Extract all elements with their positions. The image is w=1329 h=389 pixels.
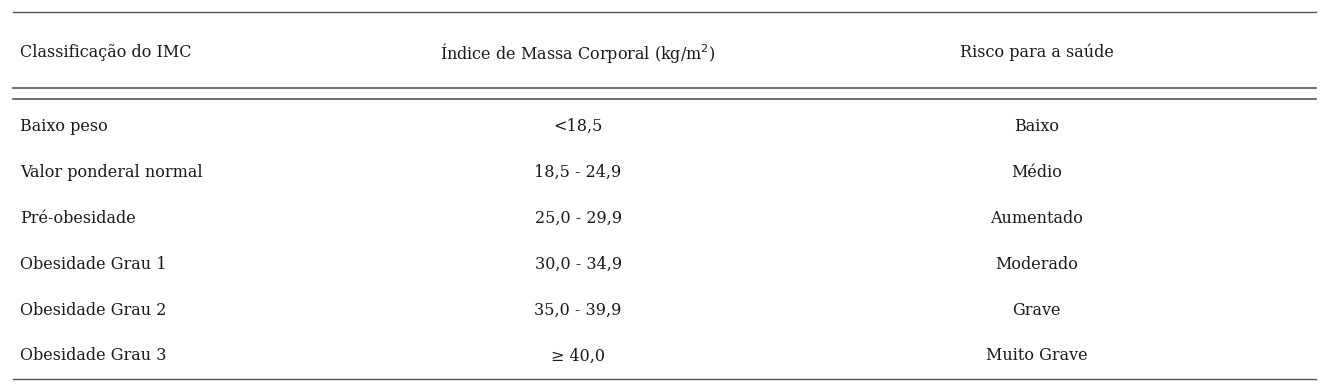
Text: Risco para a saúde: Risco para a saúde <box>960 44 1114 61</box>
Text: Moderado: Moderado <box>995 256 1078 273</box>
Text: Muito Grave: Muito Grave <box>986 347 1087 364</box>
Text: Valor ponderal normal: Valor ponderal normal <box>20 164 202 181</box>
Text: 30,0 - 34,9: 30,0 - 34,9 <box>534 256 622 273</box>
Text: Baixo peso: Baixo peso <box>20 118 108 135</box>
Text: Obesidade Grau 2: Obesidade Grau 2 <box>20 301 166 319</box>
Text: Classificação do IMC: Classificação do IMC <box>20 44 191 61</box>
Text: <18,5: <18,5 <box>553 118 603 135</box>
Text: Índice de Massa Corporal (kg/m$^2$): Índice de Massa Corporal (kg/m$^2$) <box>440 40 716 65</box>
Text: Pré-obesidade: Pré-obesidade <box>20 210 136 227</box>
Text: 35,0 - 39,9: 35,0 - 39,9 <box>534 301 622 319</box>
Text: 25,0 - 29,9: 25,0 - 29,9 <box>534 210 622 227</box>
Text: 18,5 - 24,9: 18,5 - 24,9 <box>534 164 622 181</box>
Text: Aumentado: Aumentado <box>990 210 1083 227</box>
Text: Médio: Médio <box>1011 164 1062 181</box>
Text: Grave: Grave <box>1013 301 1061 319</box>
Text: Obesidade Grau 3: Obesidade Grau 3 <box>20 347 166 364</box>
Text: Baixo: Baixo <box>1014 118 1059 135</box>
Text: ≥ 40,0: ≥ 40,0 <box>552 347 605 364</box>
Text: Obesidade Grau 1: Obesidade Grau 1 <box>20 256 166 273</box>
